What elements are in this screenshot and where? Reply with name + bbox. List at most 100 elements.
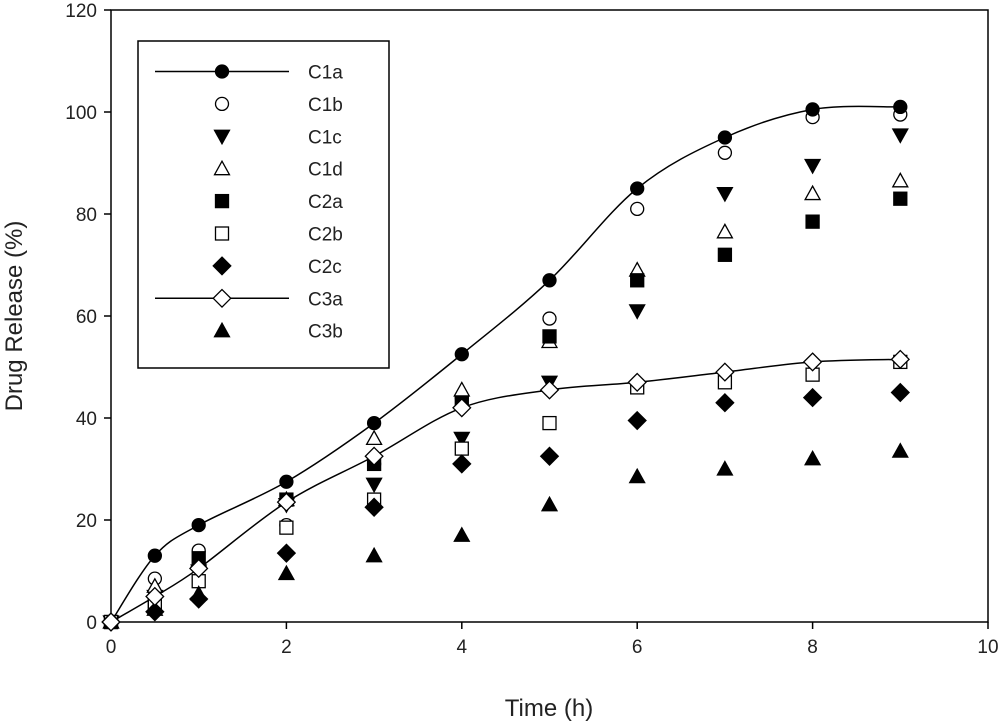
- data-point-c1d: [804, 184, 822, 201]
- data-point-c1a: [717, 130, 733, 145]
- data-point-c1c: [628, 304, 646, 320]
- data-point-c2b: [454, 441, 469, 456]
- data-point-c3b: [190, 585, 208, 601]
- data-point-c3a: [276, 492, 297, 512]
- x-tick-label: 2: [281, 637, 292, 658]
- data-point-c2c: [539, 446, 560, 466]
- data-point-c1a: [805, 102, 820, 117]
- y-tick-label: 0: [86, 613, 97, 634]
- legend-label-c1c: C1c: [308, 127, 342, 148]
- legend-marker-c1c: [213, 129, 231, 146]
- x-tick-label: 8: [807, 637, 818, 658]
- y-axis-title: Drug Release (%): [1, 221, 28, 412]
- data-point-c1c: [453, 431, 471, 448]
- legend-marker-c2b: [214, 226, 230, 241]
- legend-marker-c3b: [213, 321, 231, 338]
- series-c3a: [101, 349, 910, 632]
- y-tick-label: 100: [65, 103, 97, 124]
- data-point-c3b: [804, 449, 822, 466]
- data-point-c1d: [453, 381, 471, 397]
- data-point-c1b: [630, 201, 645, 217]
- data-point-c3a: [452, 398, 472, 418]
- x-tick-label: 0: [106, 637, 117, 658]
- data-point-c3b: [891, 442, 909, 458]
- data-point-c1a: [279, 474, 294, 489]
- legend-label-c3a: C3a: [308, 289, 343, 310]
- data-point-c3b: [716, 460, 734, 476]
- data-point-c1c: [716, 186, 734, 203]
- data-point-c1a: [191, 517, 206, 533]
- legend-label-c2a: C2a: [308, 192, 343, 213]
- x-tick-label: 10: [977, 637, 998, 658]
- data-point-c1d: [365, 429, 383, 446]
- data-point-c2a: [717, 247, 733, 262]
- legend-label-c1b: C1b: [308, 95, 343, 116]
- data-point-c2c: [802, 387, 823, 408]
- x-axis-title: Time (h): [505, 695, 593, 722]
- data-point-c2c: [715, 393, 735, 413]
- legend-marker-c1b: [214, 96, 230, 112]
- legend: C1a C1b C1c C1d C2a C2b C2c C3a C3b: [137, 40, 390, 369]
- y-tick-label: 80: [76, 205, 97, 226]
- legend-label-c1a: C1a: [308, 63, 343, 84]
- data-point-c3b: [540, 495, 559, 512]
- series-c2c: [101, 382, 910, 632]
- legend-marker-c2a: [214, 193, 230, 209]
- data-point-c1c: [365, 477, 383, 494]
- data-point-c2b: [542, 415, 557, 431]
- data-point-c3b: [146, 600, 164, 616]
- data-point-c1a: [893, 99, 908, 115]
- data-point-c3a: [101, 612, 121, 632]
- legend-marker-c3a: [212, 288, 232, 308]
- data-point-c3b: [277, 564, 295, 581]
- data-point-c3b: [453, 526, 471, 542]
- data-point-c3b: [365, 546, 383, 563]
- data-point-c3b: [628, 467, 646, 484]
- data-point-c2c: [364, 497, 384, 517]
- legend-label-c2b: C2b: [308, 225, 343, 246]
- legend-box: [137, 40, 390, 369]
- data-point-c1a: [147, 548, 163, 563]
- legend-marker-c1a: [214, 64, 230, 79]
- series-line-c3a: [110, 358, 901, 623]
- data-point-c2a: [893, 191, 908, 206]
- y-tick-label: 20: [76, 511, 97, 532]
- data-point-c1c: [891, 128, 909, 144]
- series-c3b: [102, 442, 909, 629]
- data-point-c3a: [364, 446, 384, 466]
- data-markers: [101, 99, 910, 632]
- data-point-c1b: [717, 145, 733, 160]
- data-point-c2c: [890, 382, 910, 403]
- data-point-c2b: [279, 520, 294, 535]
- data-point-c2a: [542, 329, 557, 344]
- data-point-c1a: [454, 347, 469, 362]
- data-point-c3a: [189, 558, 209, 579]
- x-tick-label: 6: [632, 637, 643, 658]
- data-point-c1c: [804, 158, 822, 175]
- data-point-c2c: [627, 410, 647, 431]
- data-point-c1d: [891, 172, 909, 188]
- data-point-c1a: [542, 273, 557, 288]
- data-point-c2a: [805, 214, 820, 229]
- data-point-c2a: [630, 273, 645, 288]
- legend-label-c2c: C2c: [308, 257, 342, 278]
- data-point-c1a: [630, 181, 645, 196]
- data-point-c3a: [539, 380, 560, 400]
- y-tick-label: 40: [76, 409, 97, 430]
- data-point-c2c: [276, 543, 297, 563]
- legend-label-c1d: C1d: [308, 160, 343, 181]
- y-tick-label: 120: [65, 1, 97, 22]
- data-point-c1d: [716, 223, 734, 239]
- y-tick-label: 60: [76, 307, 97, 328]
- legend-label-c3b: C3b: [308, 322, 343, 343]
- data-point-c3a: [802, 352, 823, 372]
- x-tick-label: 4: [457, 637, 468, 658]
- data-point-c3a: [627, 372, 647, 392]
- data-point-c3a: [145, 586, 165, 607]
- data-point-c3a: [890, 349, 910, 370]
- legend-marker-c1d: [213, 159, 231, 176]
- data-point-c1a: [366, 415, 382, 431]
- legend-marker-c2c: [212, 256, 232, 276]
